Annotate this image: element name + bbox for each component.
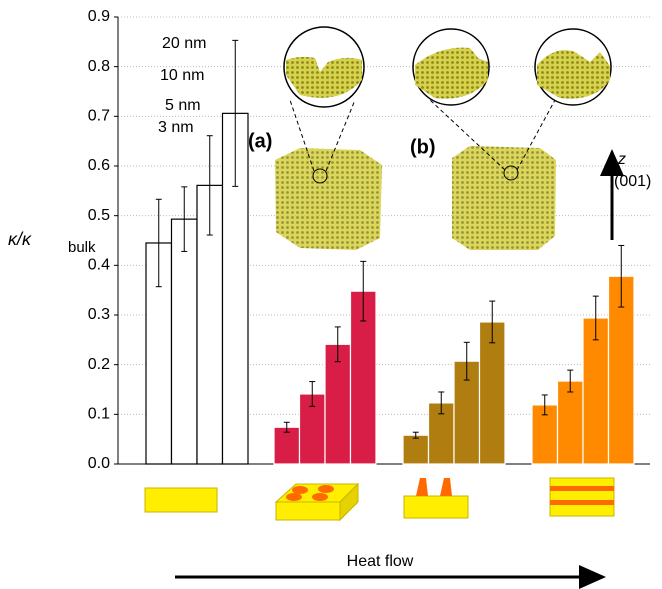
bar bbox=[274, 427, 300, 464]
y-tick-label: 0.9 bbox=[88, 8, 110, 25]
bar bbox=[172, 219, 198, 464]
bar bbox=[325, 344, 351, 464]
y-axis-label-sub: bulk bbox=[68, 239, 96, 256]
bar bbox=[558, 381, 584, 464]
annotation: Heat flow bbox=[347, 553, 414, 570]
y-tick-label: 0.2 bbox=[88, 356, 110, 373]
y-axis-label: κ/κ bbox=[8, 229, 32, 249]
size-label: 10 nm bbox=[160, 67, 204, 84]
bar bbox=[403, 435, 429, 464]
y-tick-label: 0.5 bbox=[88, 207, 110, 224]
chart: (a) (b) z (001) κ/κ bulk Heat flow 0.0 0.… bbox=[0, 0, 662, 589]
size-label: 3 nm bbox=[158, 119, 194, 136]
y-tick-label: 0.1 bbox=[88, 406, 110, 423]
annotation: z bbox=[617, 151, 626, 168]
structure-icons bbox=[145, 478, 614, 520]
annotation: (a) bbox=[248, 130, 272, 152]
size-label: 20 nm bbox=[162, 35, 206, 52]
y-tick-label: 0.4 bbox=[88, 257, 110, 274]
y-tick-label: 0.6 bbox=[88, 157, 110, 174]
y-tick-label: 0.7 bbox=[88, 108, 110, 125]
annotation: (001) bbox=[614, 173, 651, 190]
illustration bbox=[275, 27, 612, 250]
size-label: 5 nm bbox=[165, 97, 201, 114]
y-tick-label: 0.3 bbox=[88, 306, 110, 323]
y-tick-label: 0.8 bbox=[88, 58, 110, 75]
y-tick-label: 0.0 bbox=[88, 455, 110, 472]
annotation: (b) bbox=[410, 136, 436, 158]
